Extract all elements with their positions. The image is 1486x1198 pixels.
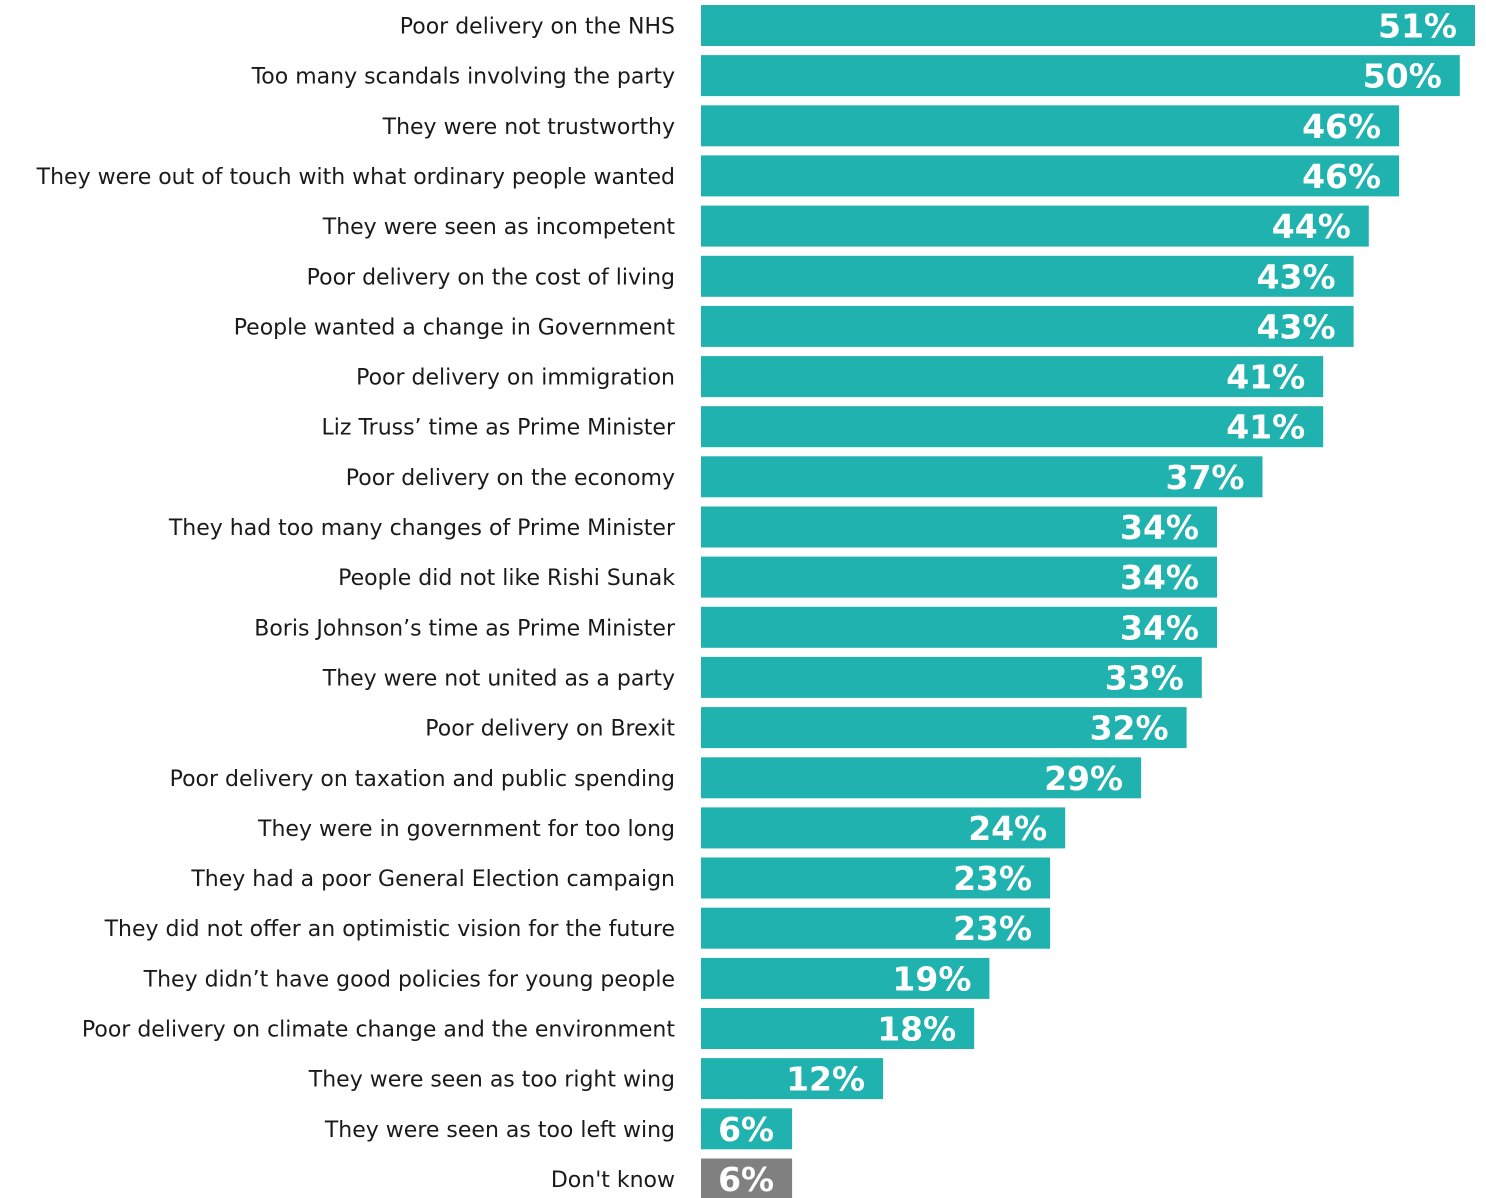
value-label-13: 34%: [1120, 608, 1199, 647]
category-label-22: They were seen as too right wing: [308, 1068, 675, 1093]
value-label-17: 24%: [968, 809, 1047, 848]
bar-5: [701, 205, 1369, 247]
value-label-14: 33%: [1105, 658, 1184, 697]
bar-21: [701, 1008, 975, 1049]
value-label-16: 29%: [1044, 759, 1123, 798]
bar-19: [701, 907, 1051, 949]
bar-12: [701, 556, 1217, 598]
bar-7: [701, 305, 1354, 347]
value-label-12: 34%: [1120, 558, 1199, 597]
value-label-15: 32%: [1090, 709, 1169, 748]
category-label-1: Poor delivery on the NHS: [400, 15, 675, 40]
category-label-2: Too many scandals involving the party: [251, 65, 675, 90]
category-label-18: They had a poor General Election campaig…: [190, 867, 675, 892]
bar-2: [701, 55, 1460, 97]
bar-9: [701, 406, 1324, 448]
category-label-23: They were seen as too left wing: [324, 1118, 675, 1143]
category-label-8: Poor delivery on immigration: [356, 366, 675, 391]
value-label-6: 43%: [1257, 257, 1336, 296]
category-label-12: People did not like Rishi Sunak: [338, 566, 675, 591]
category-label-21: Poor delivery on climate change and the …: [82, 1018, 675, 1043]
value-label-3: 46%: [1302, 107, 1381, 146]
value-label-2: 50%: [1363, 57, 1442, 96]
category-label-7: People wanted a change in Government: [234, 315, 676, 340]
value-label-9: 41%: [1226, 408, 1305, 447]
bar-1: [701, 5, 1475, 46]
category-label-19: They did not offer an optimistic vision …: [104, 917, 675, 942]
bar-20: [701, 957, 990, 999]
bar-6: [701, 255, 1354, 297]
bar-14: [701, 656, 1202, 698]
value-label-22: 12%: [786, 1060, 865, 1099]
category-label-15: Poor delivery on Brexit: [425, 717, 675, 742]
bar-22: [701, 1058, 884, 1100]
category-label-3: They were not trustworthy: [382, 115, 675, 140]
value-label-19: 23%: [953, 909, 1032, 948]
bar-11: [701, 506, 1217, 548]
bar-8: [701, 356, 1324, 398]
bar-16: [701, 757, 1142, 799]
value-label-11: 34%: [1120, 508, 1199, 547]
value-label-20: 19%: [892, 959, 971, 998]
value-label-21: 18%: [877, 1010, 956, 1049]
value-label-23: 6%: [718, 1110, 774, 1149]
category-label-11: They had too many changes of Prime Minis…: [168, 516, 676, 541]
category-label-5: They were seen as incompetent: [322, 215, 676, 240]
value-label-7: 43%: [1257, 307, 1336, 346]
value-label-1: 51%: [1378, 7, 1457, 46]
value-label-4: 46%: [1302, 157, 1381, 196]
bar-13: [701, 606, 1217, 648]
bar-23: [701, 1108, 793, 1150]
category-label-14: They were not united as a party: [322, 666, 675, 691]
bar-18: [701, 857, 1051, 899]
bar-10: [701, 456, 1263, 498]
value-label-10: 37%: [1166, 458, 1245, 497]
value-label-8: 41%: [1226, 358, 1305, 397]
bar-15: [701, 707, 1187, 749]
category-label-16: Poor delivery on taxation and public spe…: [170, 767, 675, 792]
category-label-10: Poor delivery on the economy: [346, 466, 675, 491]
category-label-17: They were in government for too long: [257, 817, 675, 842]
bar-3: [701, 105, 1400, 147]
bar-17: [701, 807, 1066, 849]
category-label-4: They were out of touch with what ordinar…: [36, 165, 675, 190]
category-label-9: Liz Truss’ time as Prime Minister: [322, 416, 676, 441]
category-label-6: Poor delivery on the cost of living: [307, 265, 675, 290]
category-label-20: They didn’t have good policies for young…: [143, 967, 675, 992]
category-label-13: Boris Johnson’s time as Prime Minister: [254, 616, 676, 641]
value-label-18: 23%: [953, 859, 1032, 898]
value-label-5: 44%: [1272, 207, 1351, 246]
value-label-24: 6%: [718, 1160, 774, 1198]
category-label-24: Don't know: [551, 1168, 675, 1193]
bar-24: [701, 1158, 793, 1198]
bar-4: [701, 155, 1400, 197]
